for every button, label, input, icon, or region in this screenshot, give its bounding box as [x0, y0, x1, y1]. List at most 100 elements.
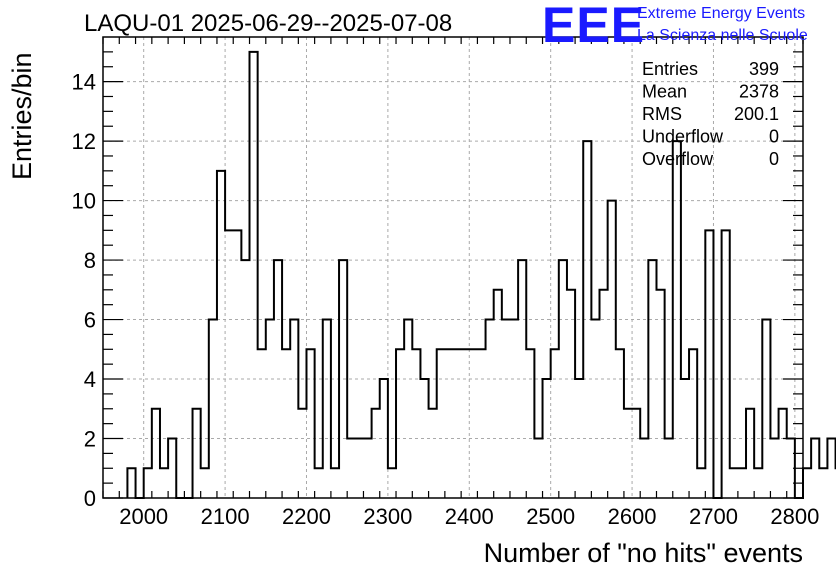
histogram-bin [477, 349, 485, 498]
histogram-bin [730, 468, 738, 498]
histogram-bin [258, 349, 266, 498]
histogram-bin [331, 468, 339, 498]
x-tick-label: 2500 [526, 504, 575, 529]
histogram-bin [673, 141, 681, 498]
stat-label: Overflow [642, 149, 714, 169]
histogram-bin [600, 290, 608, 498]
histogram-bin [502, 320, 510, 498]
histogram-bin [722, 230, 730, 498]
x-axis-title: Number of "no hits" events [484, 538, 803, 568]
x-tick-label: 2800 [770, 504, 819, 529]
histogram-bin [469, 349, 477, 498]
histogram-bin [510, 320, 518, 498]
stat-value: 200.1 [734, 104, 779, 124]
histogram-bin [453, 349, 461, 498]
plot-frame [102, 36, 804, 499]
histogram-bin [372, 409, 380, 498]
logo-line-1: Extreme Energy Events [637, 5, 805, 22]
y-tick-label: 14 [72, 70, 96, 95]
y-tick-label: 8 [84, 248, 96, 273]
histogram-bin [201, 468, 209, 498]
histogram-bin [404, 320, 412, 498]
histogram-bin [298, 409, 306, 498]
histogram-bin [738, 468, 746, 498]
histogram-bin [323, 320, 331, 498]
x-tick-label: 2600 [608, 504, 657, 529]
histogram-bin [396, 349, 404, 498]
histogram-bin [827, 439, 835, 498]
histogram-bin [250, 52, 258, 498]
histogram-bin [616, 349, 624, 498]
y-tick-label: 0 [84, 486, 96, 511]
histogram-bin [347, 439, 355, 498]
histogram-bin [559, 260, 567, 498]
histogram-bin [290, 320, 298, 498]
histogram-bin [486, 320, 494, 498]
histogram-bin [697, 468, 705, 498]
y-tick-label: 2 [84, 427, 96, 452]
logo-line-2: La Scienza nelle Scuole [637, 27, 808, 44]
histogram-bin [266, 320, 274, 498]
histogram-bin [306, 349, 314, 498]
chart-title: LAQU-01 2025-06-29--2025-07-08 [84, 10, 452, 37]
histogram-bin [543, 379, 551, 498]
histogram-line [126, 50, 836, 499]
y-tick-label: 10 [72, 189, 96, 214]
histogram-bin [209, 320, 217, 498]
histogram-bin [193, 409, 201, 498]
histogram-bin [770, 439, 778, 498]
y-axis-title: Entries/bin [7, 52, 37, 180]
histogram-bin [681, 379, 689, 498]
stat-label: Mean [642, 82, 687, 102]
histogram-bin [787, 439, 795, 498]
histogram-bin [754, 468, 762, 498]
x-tick-label: 2300 [363, 504, 412, 529]
histogram-bin [811, 439, 819, 498]
histogram-bin [534, 439, 542, 498]
y-tick-label: 12 [72, 129, 96, 154]
histogram-bin [363, 439, 371, 498]
stat-value: 2378 [739, 82, 779, 102]
logo-text: EEE [542, 0, 645, 53]
histogram-bin [437, 349, 445, 498]
stat-value: 0 [769, 127, 779, 147]
x-tick-label: 2100 [201, 504, 250, 529]
histogram-bin [461, 349, 469, 498]
eee-logo: EEE Extreme Energy Events La Scienza nel… [542, 0, 808, 53]
histogram-bin [705, 230, 713, 498]
histogram-bin [127, 468, 135, 498]
x-tick-label: 2200 [282, 504, 331, 529]
histogram-bin [779, 409, 787, 498]
x-tick-label: 2400 [445, 504, 494, 529]
stat-label: RMS [642, 104, 682, 124]
histogram-bin [551, 349, 559, 498]
histogram-bin [689, 349, 697, 498]
histogram-bin [632, 409, 640, 498]
histogram-bin [315, 468, 323, 498]
histogram-bins [127, 52, 836, 498]
histogram-bin [233, 230, 241, 498]
histogram-bin [575, 379, 583, 498]
histogram-bin [152, 409, 160, 498]
histogram-bin [591, 320, 599, 498]
stat-label: Underflow [642, 127, 724, 147]
histogram-bin [429, 409, 437, 498]
x-tick-label: 2000 [119, 504, 168, 529]
histogram-bin [412, 349, 420, 498]
y-tick-label: 4 [84, 367, 96, 392]
stat-value: 0 [769, 149, 779, 169]
stats-box: Entries 399 Mean 2378 RMS 200.1 Underflow 0 Over… [642, 59, 779, 169]
histogram-bin [217, 171, 225, 498]
histogram-bin [445, 349, 453, 498]
histogram-bin [225, 230, 233, 498]
histogram-bin [648, 260, 656, 498]
histogram-bin [526, 349, 534, 498]
histogram-bin [168, 439, 176, 498]
axis-ticks: 2000 2100 2200 2300 2400 2500 2600 2700 2800 0 2 4 6… [72, 37, 819, 529]
histogram-bin [567, 290, 575, 498]
histogram-bin [746, 409, 754, 498]
histogram-bin [803, 468, 811, 498]
histogram-bin [640, 439, 648, 498]
histogram-bin [282, 349, 290, 498]
